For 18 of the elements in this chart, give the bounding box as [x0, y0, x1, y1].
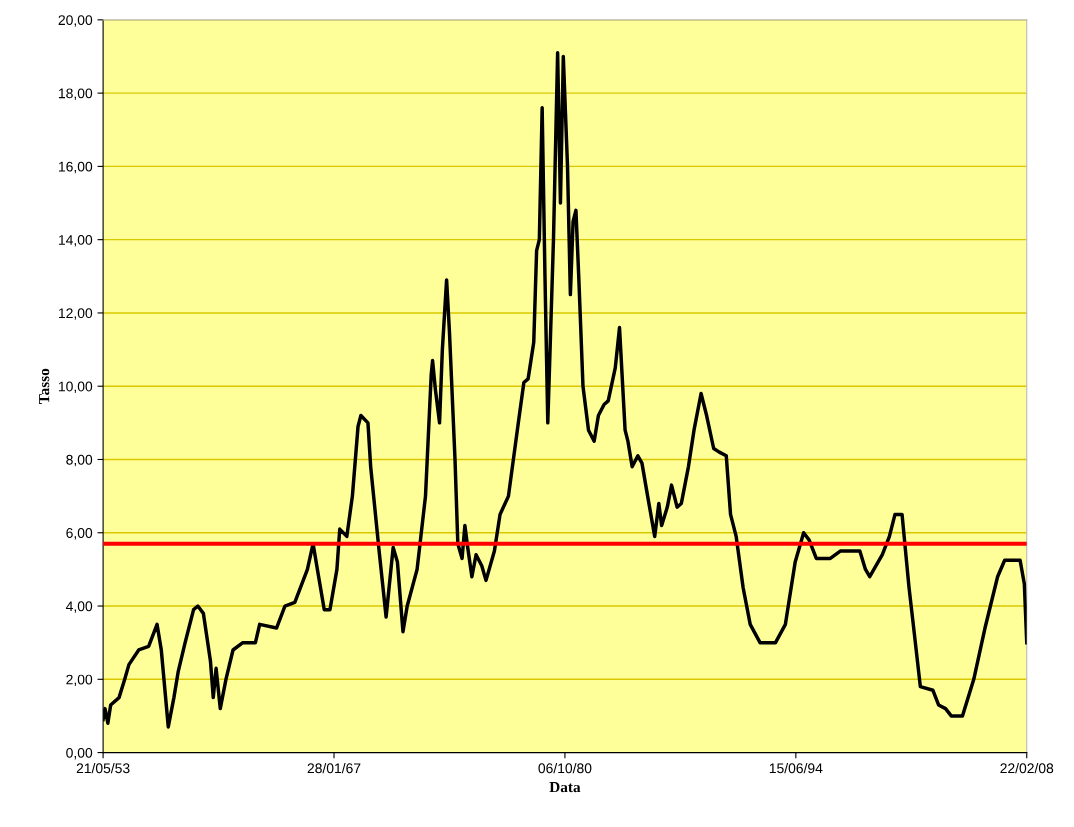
y-tick-label: 16,00 — [58, 161, 93, 174]
y-tick-label: 0,00 — [66, 747, 93, 760]
y-tick-label: 18,00 — [58, 88, 93, 100]
x-tick-label: 15/06/94 — [769, 762, 823, 774]
y-tick-label: 6,00 — [66, 528, 93, 540]
y-tick-label: 8,00 — [66, 454, 93, 467]
y-axis-title: Tasso — [39, 368, 50, 404]
y-tick-label: 4,00 — [65, 601, 93, 613]
x-tick-label: 28/01/67 — [307, 762, 361, 774]
y-tick-label: 10,00 — [58, 381, 93, 394]
x-axis-title: Data — [549, 782, 581, 793]
x-tick-label: 21/05/53 — [76, 762, 130, 774]
y-tick-label: 12,00 — [58, 308, 93, 320]
y-tick-label: 14,00 — [58, 235, 93, 247]
x-tick-label: 22/02/08 — [1000, 762, 1054, 774]
y-tick-label: 20,00 — [58, 15, 93, 27]
y-tick-label: 2,00 — [66, 674, 93, 687]
x-tick-label: 06/10/80 — [538, 762, 592, 774]
